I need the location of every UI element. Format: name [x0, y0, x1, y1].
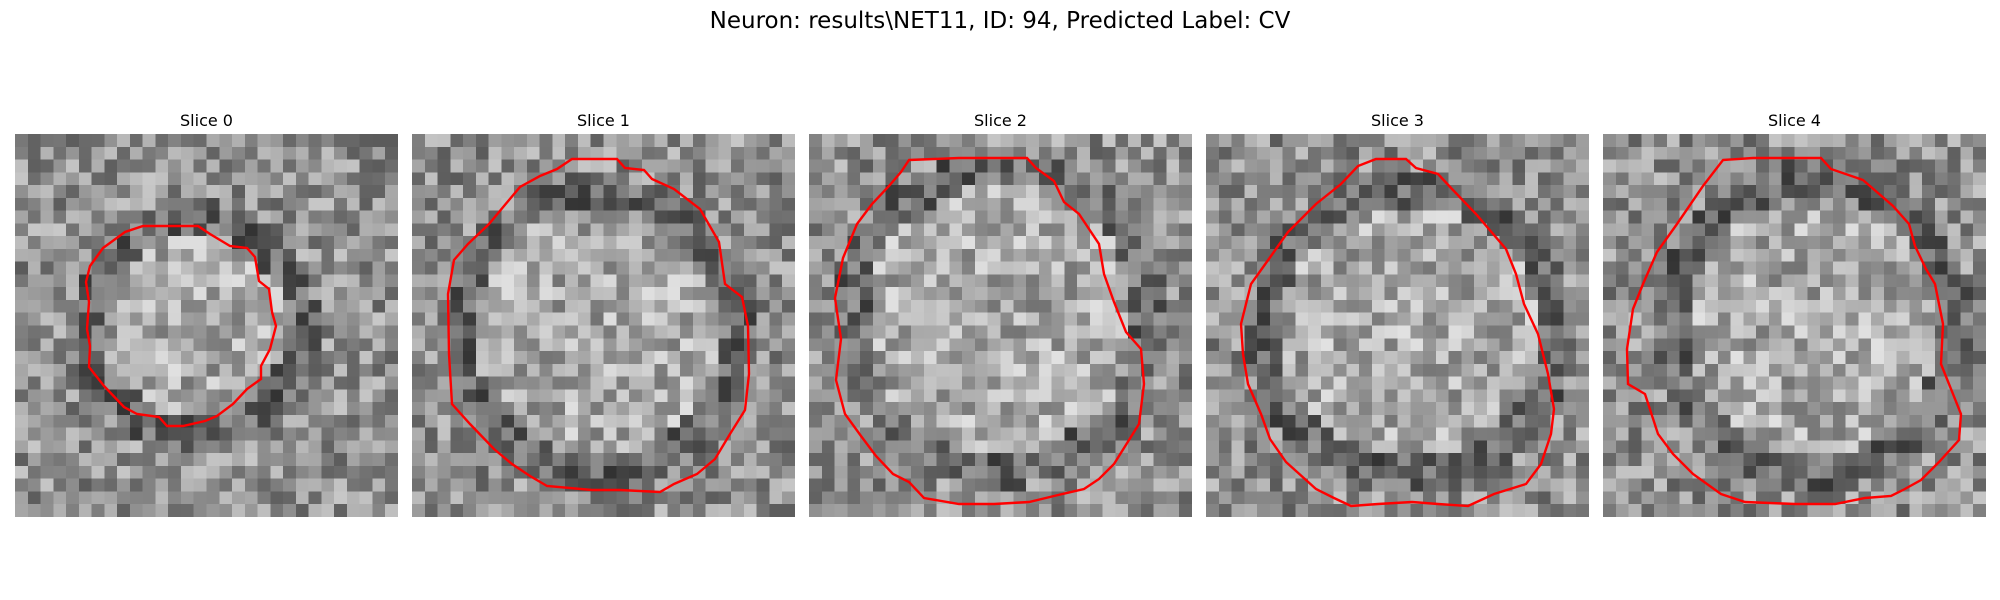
figure-title: Neuron: results\NET11, ID: 94, Predicted…	[709, 8, 1291, 34]
slice-title: Slice 1	[577, 111, 630, 130]
slice-title: Slice 3	[1371, 111, 1424, 130]
slice-panel-0: Slice 0	[15, 108, 398, 517]
slice-panel-3: Slice 3	[1206, 108, 1589, 517]
neuron-contour	[1625, 156, 1963, 506]
slice-title: Slice 4	[1768, 111, 1821, 130]
slice-panel-4: Slice 4	[1603, 108, 1986, 517]
slice-title: Slice 2	[974, 111, 1027, 130]
contour-overlay	[446, 157, 751, 494]
neuron-contour	[84, 224, 278, 428]
slice-image	[1603, 134, 1986, 517]
slice-title: Slice 0	[180, 111, 233, 130]
slice-panel-2: Slice 2	[809, 108, 1192, 517]
contour-overlay	[1239, 157, 1556, 508]
neuron-contour	[1239, 157, 1556, 508]
contour-overlay	[1625, 156, 1963, 506]
slice-panel-1: Slice 1	[412, 108, 795, 517]
neuron-contour	[833, 156, 1146, 506]
slice-image	[1206, 134, 1589, 517]
contour-overlay	[833, 156, 1146, 506]
slice-image	[15, 134, 398, 517]
neuron-contour	[446, 157, 751, 494]
slice-image	[412, 134, 795, 517]
contour-overlay	[84, 224, 278, 428]
